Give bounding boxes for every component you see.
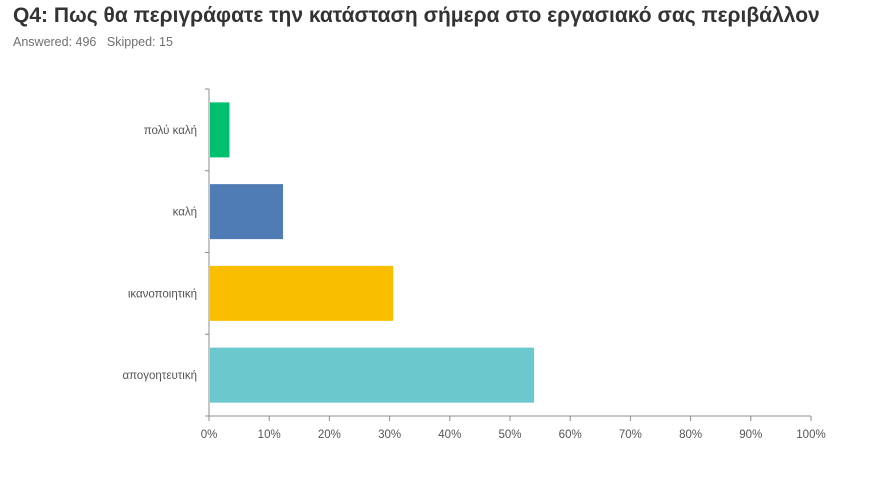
x-tick-label: 50% <box>498 429 521 441</box>
tick-labels: 0% 10% 20% 30% 40% 50% 60% 70% 80% 90% 100% <box>201 429 826 441</box>
question-title: Q4: Πως θα περιγράφατε την κατάσταση σήμ… <box>13 4 820 27</box>
category-label: απογοητευτική <box>122 370 197 382</box>
chart-bars <box>210 102 535 403</box>
chart-axes <box>205 88 812 421</box>
category-label: καλή <box>173 207 197 219</box>
answered-count: Answered: 496 <box>13 35 97 49</box>
bar <box>210 102 230 158</box>
x-tick-label: 100% <box>796 429 825 441</box>
x-tick-label: 0% <box>201 429 218 441</box>
response-summary: Answered: 496 Skipped: 15 <box>13 35 180 49</box>
x-tick-label: 20% <box>318 429 341 441</box>
category-label: πολύ καλή <box>144 125 197 137</box>
category-labels: πολύ καλή καλή ικανοποιητική απογοητευτική <box>122 125 197 382</box>
bar <box>210 265 394 321</box>
bar <box>210 347 535 403</box>
skipped-count: Skipped: 15 <box>106 35 173 49</box>
x-tick-label: 60% <box>559 429 582 441</box>
x-tick-label: 10% <box>258 429 281 441</box>
category-label: ικανοποιητική <box>128 288 197 300</box>
x-tick-label: 40% <box>438 429 461 441</box>
x-tick-label: 90% <box>739 429 762 441</box>
bar <box>210 184 284 240</box>
x-tick-label: 70% <box>619 429 642 441</box>
x-tick-label: 80% <box>679 429 702 441</box>
x-tick-label: 30% <box>378 429 401 441</box>
